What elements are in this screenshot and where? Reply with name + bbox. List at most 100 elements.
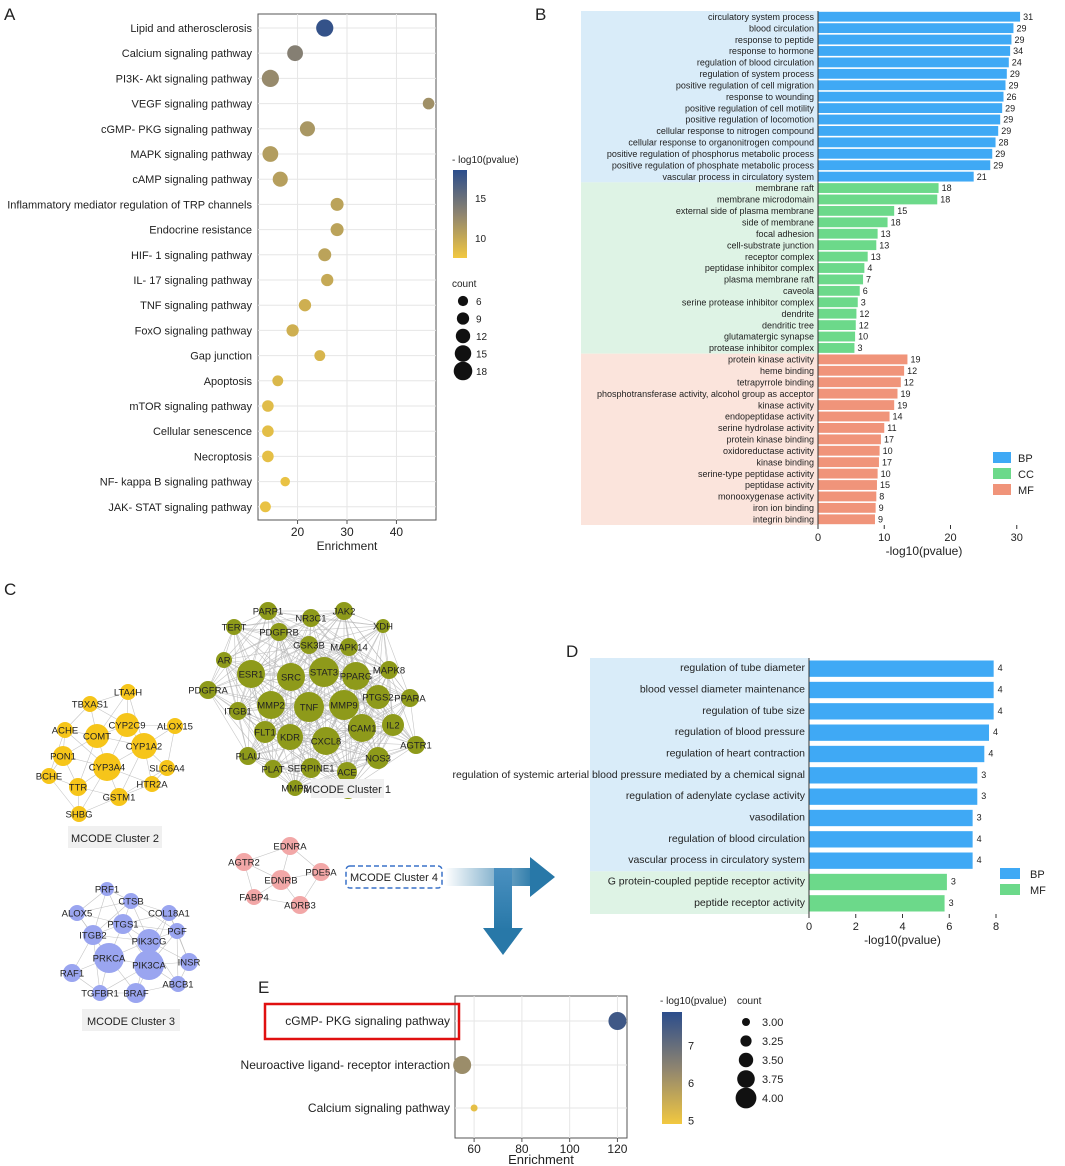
bar <box>818 423 885 433</box>
bar <box>818 514 875 525</box>
data-point <box>422 97 435 110</box>
y-tick-label: blood vessel diameter maintenance <box>640 684 805 696</box>
colorbar-tick-label: 5 <box>688 1115 694 1127</box>
y-tick-label: vasodilation <box>750 812 806 824</box>
bar <box>809 852 973 869</box>
y-tick-label: blood circulation <box>749 23 814 33</box>
bar <box>818 183 939 193</box>
network-edge <box>270 675 357 706</box>
network-edge <box>223 659 325 673</box>
colorbar <box>662 1012 682 1124</box>
data-point <box>321 273 334 287</box>
data-point <box>453 1056 472 1074</box>
bar-value-label: 17 <box>884 435 894 445</box>
colorbar-tick-label: 7 <box>688 1041 694 1053</box>
network-node <box>123 893 139 909</box>
bar-value-label: 6 <box>863 286 868 296</box>
bar <box>809 767 978 784</box>
y-tick-label: regulation of system process <box>699 69 814 79</box>
data-point <box>608 1012 627 1030</box>
y-tick-label: glutamatergic synapse <box>724 332 814 342</box>
bar <box>818 91 1004 102</box>
network-node-label: MAPK14 <box>330 643 368 654</box>
bar-value-label: 3 <box>981 770 986 780</box>
network-edge <box>237 704 345 712</box>
size-legend-label: 9 <box>476 315 482 326</box>
colorbar-tick-label: 15 <box>475 194 487 205</box>
y-tick-label: receptor complex <box>745 252 815 262</box>
network-node-label: ACE <box>337 768 357 779</box>
x-tick-label: 4 <box>899 921 905 933</box>
network-node <box>167 718 183 734</box>
network-node-label: GSTM1 <box>103 793 136 804</box>
data-point <box>262 146 279 162</box>
bar <box>818 388 898 399</box>
y-tick-label: peptidase activity <box>745 480 815 490</box>
bar-value-label: 12 <box>859 320 869 330</box>
cluster-title-bg-1 <box>311 779 384 798</box>
network-node-label: PARP1 <box>253 607 283 618</box>
network-node <box>134 950 164 980</box>
data-point <box>316 19 334 37</box>
network-node-label: AGTR2 <box>228 858 260 869</box>
arrow-head-down <box>483 928 523 955</box>
y-tick-label: positive regulation of phosphate metabol… <box>612 160 815 170</box>
network-node <box>246 889 262 905</box>
network-node-label: SERPINE1 <box>288 764 335 775</box>
network-node <box>237 660 265 688</box>
bar-value-label: 10 <box>881 469 891 479</box>
size-legend-label: 18 <box>476 367 488 378</box>
y-tick-label: regulation of blood circulation <box>668 833 805 845</box>
bar <box>809 831 973 848</box>
network-edge <box>76 900 132 914</box>
y-tick-label: Lipid and atherosclerosis <box>130 23 252 35</box>
y-tick-label: side of membrane <box>742 218 814 228</box>
network-node-label: NOS3 <box>365 754 391 765</box>
network-node <box>94 943 124 973</box>
network-node <box>337 762 357 782</box>
bar <box>818 468 878 479</box>
network-node <box>85 724 109 748</box>
bar <box>818 205 895 216</box>
bar-value-label: 3 <box>981 791 986 801</box>
size-legend-label: 3.25 <box>762 1036 783 1048</box>
legend-swatch-bp <box>1000 868 1020 879</box>
highlight-box <box>263 1002 461 1041</box>
bar-value-label: 29 <box>1014 35 1024 45</box>
bar-value-label: 12 <box>907 366 917 376</box>
network-node-label: ESR1 <box>239 670 264 681</box>
network-node <box>312 727 340 755</box>
y-tick-label: G protein-coupled peptide receptor activ… <box>608 876 806 888</box>
bar <box>818 308 857 319</box>
network-node <box>69 778 87 796</box>
size-legend-dot <box>738 1052 754 1068</box>
panel-e-dot-plot: 60 80 100 120 cGMP- PKG signaling pathway Neu… <box>241 995 783 1166</box>
bar-value-label: 11 <box>887 423 896 433</box>
y-tick-label: phosphotransferase activity, alcohol gro… <box>597 389 814 399</box>
network-node <box>63 964 81 982</box>
data-point <box>262 450 274 463</box>
y-tick-label: serine hydrolase activity <box>718 423 815 433</box>
network-node-label: BRAF <box>123 989 149 1000</box>
bar-value-label: 15 <box>897 206 907 216</box>
y-tick-label: response to hormone <box>729 46 814 56</box>
bar <box>818 23 1014 34</box>
network-node-label: ITGB2 <box>79 931 106 942</box>
size-legend-title: count <box>737 996 762 1007</box>
bar-value-label: 10 <box>858 332 868 342</box>
y-tick-label: Inflammatory mediator regulation of TRP … <box>7 199 252 211</box>
bar-value-label: 19 <box>897 400 907 410</box>
y-tick-label: Endocrine resistance <box>149 225 252 237</box>
network-node <box>170 976 186 992</box>
y-tick-label: serine protease inhibitor complex <box>682 297 815 307</box>
bar-value-label: 3 <box>949 898 954 908</box>
network-edge <box>267 610 384 627</box>
x-tick-label: 2 <box>853 921 859 933</box>
size-legend-title: count <box>452 279 477 290</box>
network-node <box>57 722 73 738</box>
network-node-label: HTR2A <box>136 780 168 791</box>
bar <box>818 400 895 410</box>
bar <box>818 411 890 422</box>
bar-value-label: 10 <box>883 446 893 456</box>
y-tick-label: positive regulation of cell migration <box>676 80 814 90</box>
